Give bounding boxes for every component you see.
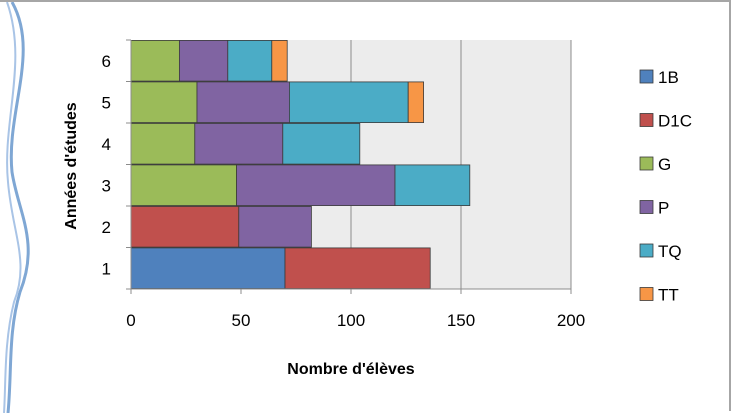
bar-segment xyxy=(130,247,286,289)
legend-swatch xyxy=(639,113,654,127)
bar-segment xyxy=(284,247,431,289)
y-tick-label: 4 xyxy=(102,135,111,154)
x-tick-label: 150 xyxy=(447,311,475,330)
bar-segment xyxy=(407,81,425,123)
x-tick-label: 0 xyxy=(126,311,135,330)
bar-segment xyxy=(130,123,196,165)
legend-label: P xyxy=(658,199,669,218)
bar-segment xyxy=(130,81,198,123)
decorative-left-curve xyxy=(6,1,30,414)
bar-segment xyxy=(194,123,284,165)
bar-segment xyxy=(288,81,409,123)
y-tick-label: 3 xyxy=(102,176,111,195)
legend-label: G xyxy=(658,155,671,174)
x-tick-label: 100 xyxy=(337,311,365,330)
decorative-left-curve-inner xyxy=(3,1,22,414)
legend-swatch xyxy=(639,243,654,258)
x-axis-title: Nombre d'élèves xyxy=(287,361,415,378)
bar-segment xyxy=(130,206,240,248)
legend-label: TT xyxy=(658,286,679,305)
y-tick-label: 2 xyxy=(102,218,111,237)
legend-swatch xyxy=(639,156,654,171)
plot-area: 0 50 100 150 200 1 2 3 4 5 6 xyxy=(102,39,585,330)
legend-swatch xyxy=(639,69,654,84)
bar-segment xyxy=(282,123,361,165)
y-tick-label: 5 xyxy=(102,93,111,112)
bar-segment xyxy=(394,164,471,206)
bar-segment xyxy=(271,40,288,82)
y-axis-title: Années d'études xyxy=(63,102,80,229)
legend-label: TQ xyxy=(658,242,682,261)
bar-segment xyxy=(196,81,290,123)
legend: 1B D1C G P TQ TT xyxy=(639,68,692,305)
bar-segment xyxy=(130,40,180,82)
x-tick-label: 200 xyxy=(557,311,585,330)
y-tick-label: 1 xyxy=(102,259,111,278)
bar-segment xyxy=(178,40,229,82)
bar-segment xyxy=(130,164,237,206)
y-tick-label: 6 xyxy=(102,52,111,71)
legend-swatch xyxy=(639,287,654,301)
bar-segment xyxy=(227,40,273,82)
legend-label: 1B xyxy=(658,68,679,87)
bar-segment xyxy=(236,164,396,206)
legend-swatch xyxy=(639,200,654,214)
bar-segment xyxy=(238,206,312,248)
legend-label: D1C xyxy=(658,112,692,131)
x-tick-label: 50 xyxy=(232,311,251,330)
